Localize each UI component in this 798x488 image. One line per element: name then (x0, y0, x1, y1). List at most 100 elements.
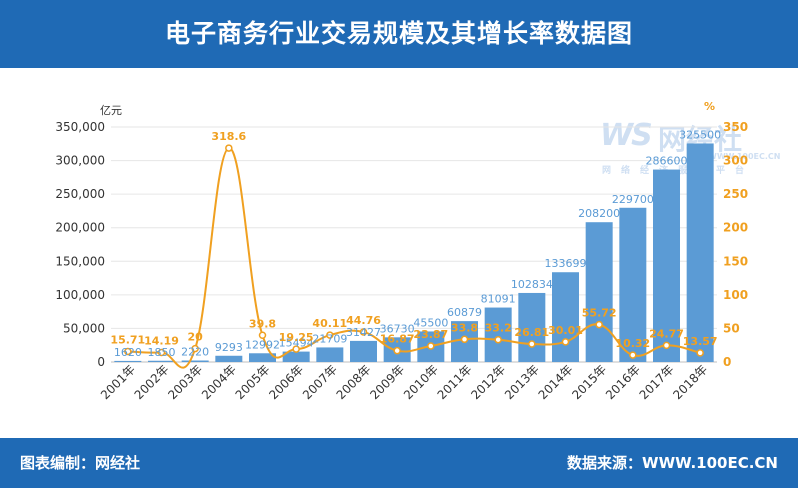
growth-rate-point (157, 348, 166, 357)
x-category-label: 2018年 (670, 362, 710, 402)
bar (518, 292, 546, 362)
left-tick-label: 300,000 (55, 154, 105, 168)
x-category-label: 2012年 (468, 362, 508, 402)
right-tick-label: 50 (723, 321, 740, 335)
bar (653, 169, 680, 362)
bar (215, 355, 243, 362)
growth-rate-point (427, 342, 435, 350)
rate-value-label: 14.19 (144, 334, 179, 347)
chart-area: 0 50,000 100,000 150,000 200,000 250,000 300,0… (55, 120, 748, 402)
growth-rate-point (460, 335, 469, 344)
bar-value-label: 102834 (511, 278, 553, 291)
left-tick-label: 100,000 (55, 288, 105, 302)
left-tick-label: 350,000 (55, 120, 105, 134)
growth-rate-point (629, 351, 637, 359)
x-category-label: 2013年 (502, 362, 542, 402)
bar (619, 207, 647, 362)
left-tick-label: 250,000 (55, 187, 105, 201)
left-tick-label: 150,000 (55, 254, 105, 268)
right-tick-label: 300 (723, 154, 748, 168)
growth-rate-point (528, 340, 536, 348)
right-tick-label: 350 (723, 120, 748, 134)
bar-value-label: 286600 (646, 155, 688, 168)
page-title: 电子商务行业交易规模及其增长率数据图 (164, 19, 633, 48)
x-category-label: 2006年 (266, 362, 306, 402)
right-tick-label: 250 (723, 187, 748, 201)
rate-value-label: 26.81 (514, 326, 549, 339)
bar (350, 340, 377, 362)
bar (282, 351, 310, 362)
bar-value-label: 1620 (114, 346, 142, 359)
bar (114, 360, 142, 362)
rate-value-label: 318.6 (211, 130, 246, 143)
watermark-ws: WS (600, 118, 653, 153)
rate-value-label: 10.32 (615, 337, 650, 350)
rate-value-label: 55.72 (582, 307, 617, 320)
bar-value-label: 325500 (679, 128, 721, 141)
growth-rate-point (595, 320, 603, 329)
bar-value-label: 36730 (380, 322, 415, 335)
bar-value-label: 60879 (447, 306, 482, 319)
rate-value-label: 33.2 (485, 322, 512, 335)
bar (585, 222, 613, 362)
x-category-label: 2004年 (199, 362, 239, 402)
rate-value-label: 39.8 (249, 317, 276, 330)
rate-value-label: 19.25 (279, 331, 314, 344)
x-category-label: 2011年 (435, 362, 475, 402)
growth-rate-point (696, 349, 704, 357)
right-tick-label: 100 (723, 288, 748, 302)
left-axis-unit: 亿元 (100, 104, 122, 117)
bar-value-label: 21709 (312, 332, 347, 345)
right-tick-label: 0 (723, 355, 731, 369)
rate-value-label: 13.57 (683, 335, 718, 348)
bar-value-label: 1850 (148, 346, 176, 359)
growth-rate-point (494, 335, 502, 344)
left-tick-label: 0 (97, 355, 105, 369)
footer-bar: 图表编制：网经社 数据来源：WWW.100EC.CN (0, 438, 798, 488)
rate-value-label: 15.71 (110, 333, 145, 346)
header-bar: 电子商务行业交易规模及其增长率数据图 (0, 0, 798, 68)
x-category-label: 2016年 (603, 362, 643, 402)
left-tick-label: 200,000 (55, 221, 105, 235)
rate-value-label: 44.76 (346, 314, 381, 327)
rate-value-label: 33.8 (451, 321, 478, 334)
bar (484, 307, 512, 362)
bar-value-label: 9293 (215, 341, 243, 354)
bar (249, 353, 276, 362)
growth-rate-point (124, 347, 132, 356)
footer-data-source: 数据来源：WWW.100EC.CN (567, 454, 778, 472)
bar-value-label: 208200 (578, 207, 620, 220)
rate-value-label: 30.01 (548, 324, 583, 337)
bar-value-label: 2220 (181, 346, 209, 359)
x-category-label: 2008年 (334, 362, 374, 402)
x-category-label: 2007年 (300, 362, 340, 402)
rate-value-label: 16.87 (380, 333, 415, 346)
bar-value-label: 12992 (245, 338, 280, 351)
footer-source-editor: 图表编制：网经社 (20, 454, 141, 472)
x-category-label: 2015年 (569, 362, 609, 402)
right-axis-unit: % (704, 100, 716, 113)
bar (181, 360, 209, 362)
x-category-label: 2017年 (637, 362, 677, 402)
growth-rate-point (225, 144, 233, 152)
x-category-label: 2010年 (401, 362, 441, 402)
left-tick-label: 50,000 (63, 321, 105, 335)
rate-value-label: 24.77 (649, 327, 684, 340)
bar (316, 347, 344, 362)
rate-value-label: 23.87 (413, 328, 448, 341)
x-category-label: 2005年 (233, 362, 273, 402)
x-category-label: 2002年 (132, 362, 172, 402)
x-category-label: 2009年 (367, 362, 407, 402)
growth-rate-point (258, 331, 267, 340)
growth-rate-point (662, 341, 671, 350)
bar-value-label: 229700 (612, 193, 654, 206)
bar-value-label: 133699 (545, 257, 587, 270)
growth-rate-point (292, 345, 300, 353)
bar (148, 360, 175, 362)
bar-value-label: 81091 (481, 293, 516, 306)
watermark-url: WWW.100EC.CN (708, 152, 781, 161)
growth-rate-point (359, 328, 368, 336)
growth-rate-point (561, 338, 570, 346)
bar-value-label: 45500 (413, 316, 448, 329)
bar (552, 272, 579, 362)
